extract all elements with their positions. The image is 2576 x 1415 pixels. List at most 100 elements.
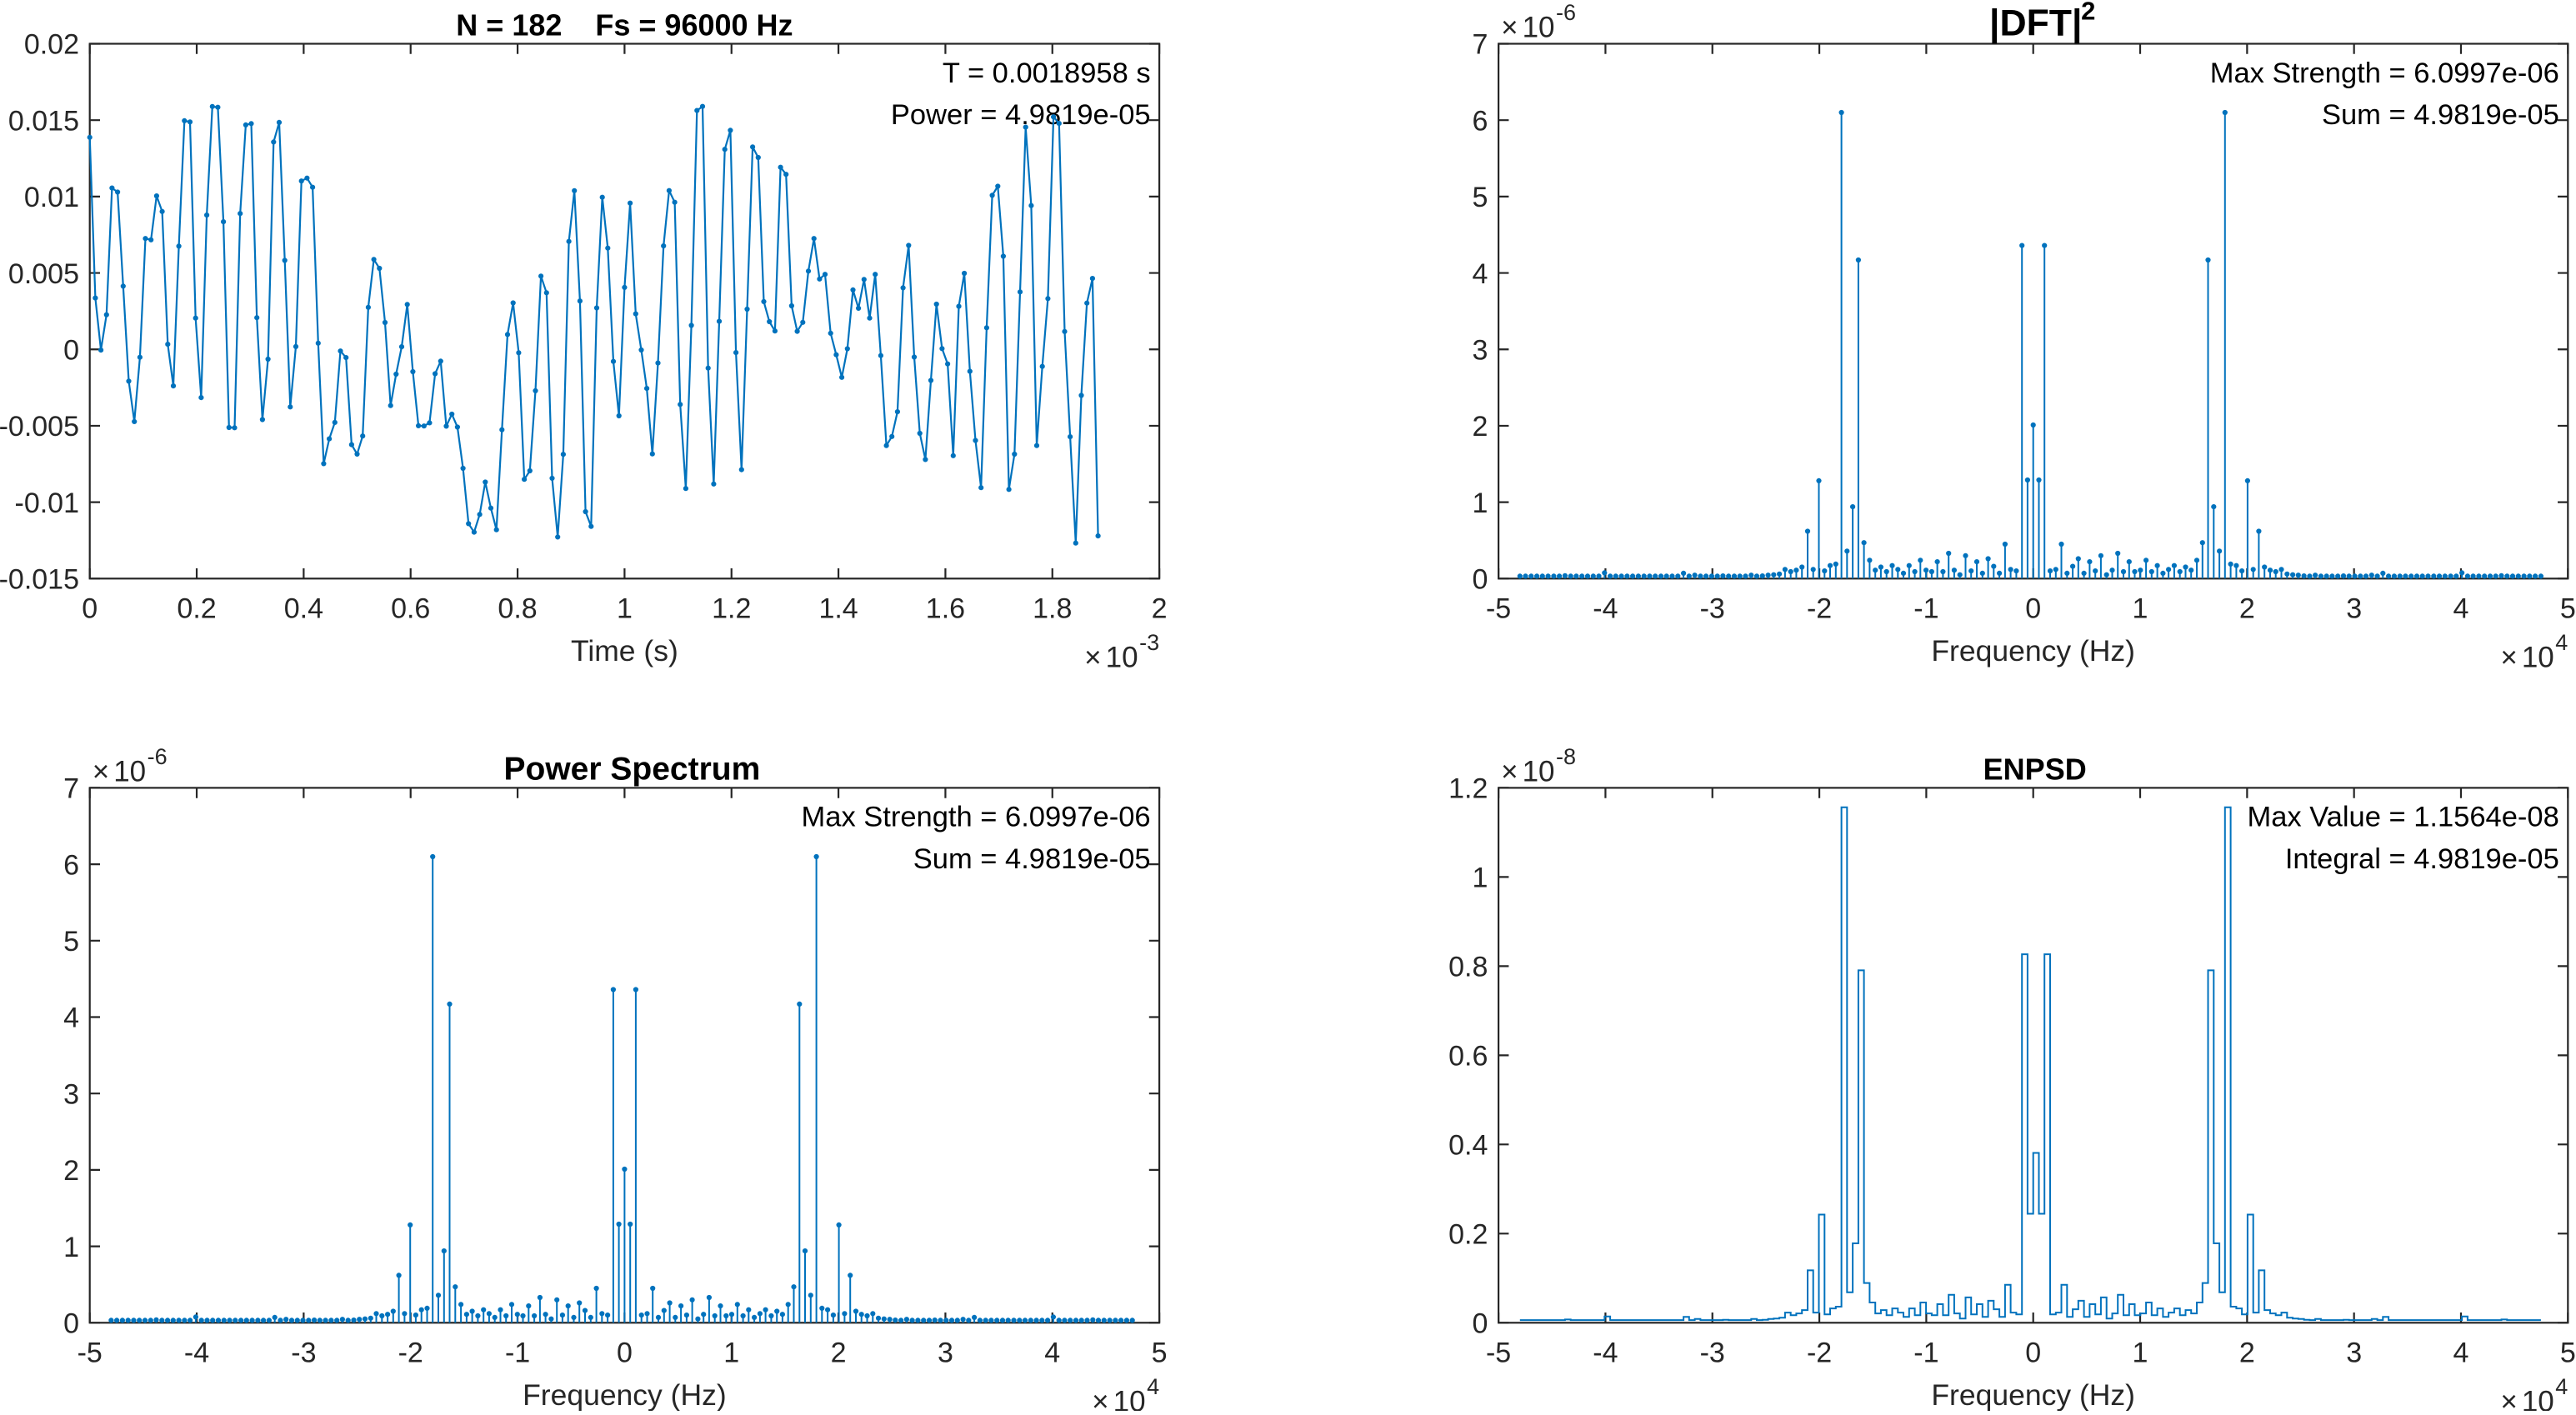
svg-text:2: 2 <box>2239 1338 2255 1369</box>
svg-text:Frequency (Hz): Frequency (Hz) <box>1931 634 2135 668</box>
svg-text:Power = 4.9819e-05: Power = 4.9819e-05 <box>891 99 1151 131</box>
svg-text:10: 10 <box>113 755 146 788</box>
svg-text:4: 4 <box>63 1002 79 1034</box>
svg-text:5: 5 <box>1472 182 1488 213</box>
svg-text:4: 4 <box>2555 1374 2568 1399</box>
svg-text:0.01: 0.01 <box>24 182 79 213</box>
svg-text:1.4: 1.4 <box>818 593 858 625</box>
svg-text:0.02: 0.02 <box>24 29 79 61</box>
svg-text:-0.015: -0.015 <box>0 564 79 596</box>
svg-text:-3: -3 <box>1700 593 1725 625</box>
svg-text:4: 4 <box>1472 258 1488 290</box>
svg-text:0: 0 <box>2025 1338 2041 1369</box>
svg-text:Sum = 4.9819e-05: Sum = 4.9819e-05 <box>2322 99 2559 131</box>
svg-text:Frequency (Hz): Frequency (Hz) <box>523 1378 727 1411</box>
svg-text:0: 0 <box>63 334 79 366</box>
svg-text:-3: -3 <box>1139 630 1159 655</box>
svg-text:1: 1 <box>617 593 633 625</box>
svg-text:-2: -2 <box>1807 1338 1832 1369</box>
svg-text:2: 2 <box>831 1338 847 1369</box>
svg-text:1.2: 1.2 <box>1448 773 1488 805</box>
svg-text:0.4: 0.4 <box>1448 1130 1488 1162</box>
svg-text:3: 3 <box>938 1338 953 1369</box>
svg-text:Max Value = 1.1564e-08: Max Value = 1.1564e-08 <box>2247 802 2558 833</box>
svg-text:Time (s): Time (s) <box>571 634 678 668</box>
svg-text:0.005: 0.005 <box>8 258 79 290</box>
svg-text:-0.01: -0.01 <box>15 488 80 519</box>
svg-text:-0.005: -0.005 <box>0 411 79 442</box>
svg-text:3: 3 <box>1472 334 1488 366</box>
svg-text:0: 0 <box>63 1308 79 1340</box>
svg-text:0.4: 0.4 <box>284 593 323 625</box>
svg-text:|DFT|: |DFT| <box>1989 3 2082 45</box>
svg-text:-1: -1 <box>505 1338 530 1369</box>
svg-text:-6: -6 <box>148 744 168 769</box>
svg-text:4: 4 <box>2555 630 2568 655</box>
svg-text:Max Strength = 6.0997e-06: Max Strength = 6.0997e-06 <box>802 802 1151 833</box>
svg-text:3: 3 <box>63 1078 79 1110</box>
svg-text:Frequency (Hz): Frequency (Hz) <box>1931 1378 2135 1411</box>
svg-text:-2: -2 <box>1807 593 1832 625</box>
svg-text:-4: -4 <box>184 1338 209 1369</box>
svg-text:-1: -1 <box>1913 1338 1938 1369</box>
svg-text:×: × <box>2500 1385 2517 1411</box>
svg-text:-5: -5 <box>1486 1338 1511 1369</box>
svg-text:3: 3 <box>2346 593 2362 625</box>
svg-text:1: 1 <box>1472 862 1488 894</box>
svg-text:2: 2 <box>1472 411 1488 442</box>
svg-text:0: 0 <box>617 1338 633 1369</box>
svg-text:Max Strength = 6.0997e-06: Max Strength = 6.0997e-06 <box>2210 58 2559 89</box>
svg-text:2: 2 <box>1152 593 1168 625</box>
svg-text:-6: -6 <box>1556 0 1576 25</box>
svg-text:0.2: 0.2 <box>1448 1219 1488 1251</box>
svg-text:×: × <box>1501 755 1518 788</box>
svg-text:1.8: 1.8 <box>1033 593 1072 625</box>
svg-text:10: 10 <box>1113 1385 1146 1411</box>
svg-text:4: 4 <box>2453 1338 2469 1369</box>
svg-text:-4: -4 <box>1593 593 1618 625</box>
svg-text:×: × <box>93 755 109 788</box>
svg-text:-1: -1 <box>1913 593 1938 625</box>
svg-text:1: 1 <box>723 1338 739 1369</box>
svg-text:0.2: 0.2 <box>177 593 216 625</box>
svg-text:Integral = 4.9819e-05: Integral = 4.9819e-05 <box>2285 843 2559 875</box>
svg-text:1.6: 1.6 <box>926 593 965 625</box>
svg-text:-5: -5 <box>78 1338 103 1369</box>
svg-text:0.6: 0.6 <box>1448 1041 1488 1072</box>
svg-text:0.8: 0.8 <box>1448 952 1488 983</box>
svg-text:Power Spectrum: Power Spectrum <box>504 751 761 787</box>
svg-text:1: 1 <box>1472 488 1488 519</box>
svg-text:0.8: 0.8 <box>498 593 537 625</box>
svg-text:10: 10 <box>1523 12 1555 44</box>
svg-text:×: × <box>1501 12 1518 44</box>
svg-text:2: 2 <box>2081 0 2095 26</box>
svg-text:1: 1 <box>63 1232 79 1263</box>
svg-text:7: 7 <box>63 773 79 805</box>
svg-text:10: 10 <box>1523 755 1555 788</box>
svg-text:2: 2 <box>63 1155 79 1187</box>
svg-text:4: 4 <box>1147 1374 1159 1399</box>
svg-text:T = 0.0018958 s: T = 0.0018958 s <box>943 58 1151 89</box>
svg-text:2: 2 <box>2239 593 2255 625</box>
svg-text:0: 0 <box>1472 1308 1488 1340</box>
svg-text:5: 5 <box>63 926 79 958</box>
svg-text:-5: -5 <box>1486 593 1511 625</box>
svg-text:Sum = 4.9819e-05: Sum = 4.9819e-05 <box>913 843 1151 875</box>
svg-text:5: 5 <box>2560 1338 2576 1369</box>
svg-text:-2: -2 <box>398 1338 423 1369</box>
svg-text:6: 6 <box>63 849 79 881</box>
svg-text:7: 7 <box>1472 29 1488 61</box>
svg-text:10: 10 <box>2522 641 2554 673</box>
svg-text:0.015: 0.015 <box>8 105 79 137</box>
svg-text:1: 1 <box>2133 1338 2148 1369</box>
svg-text:0.6: 0.6 <box>391 593 430 625</box>
svg-text:×: × <box>2500 641 2517 673</box>
svg-text:1.2: 1.2 <box>712 593 751 625</box>
svg-text:6: 6 <box>1472 105 1488 137</box>
svg-text:N = 182 Fs = 96000 Hz: N = 182 Fs = 96000 Hz <box>456 8 793 42</box>
svg-text:0: 0 <box>82 593 98 625</box>
svg-text:-3: -3 <box>291 1338 316 1369</box>
svg-text:-8: -8 <box>1556 744 1576 769</box>
svg-text:5: 5 <box>1152 1338 1168 1369</box>
svg-text:0: 0 <box>1472 564 1488 596</box>
